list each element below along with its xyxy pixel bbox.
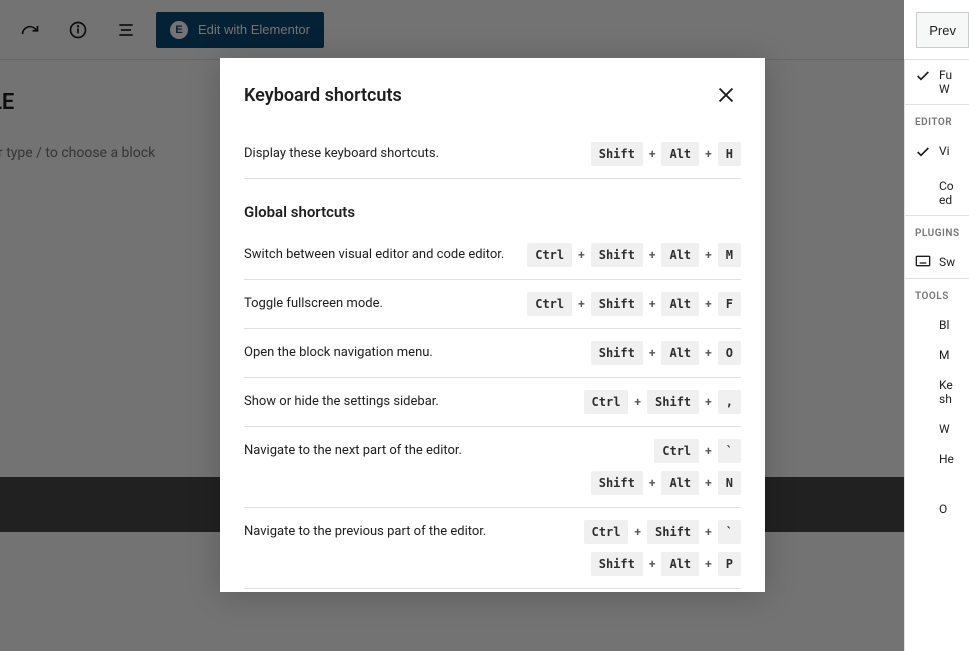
key-shift: Shift — [591, 243, 643, 267]
shortcut-row: Display these keyboard shortcuts. Shift + A… — [244, 130, 741, 179]
shortcut-keys-column: Ctrl + Shift + Alt + F — [527, 292, 741, 316]
modal-title: Keyboard shortcuts — [244, 85, 402, 106]
plus-separator: + — [649, 297, 656, 311]
plus-separator: + — [649, 248, 656, 262]
shortcut-description: Open the block navigation menu. — [244, 341, 571, 360]
plus-separator: + — [705, 297, 712, 311]
close-icon — [715, 84, 737, 106]
key-ctrl: Ctrl — [654, 439, 699, 463]
key-alt: Alt — [661, 552, 699, 576]
shortcut-row: Open the block navigation menu. Shift + Alt… — [244, 329, 741, 378]
key-p: P — [718, 552, 741, 576]
key-alt: Alt — [661, 243, 699, 267]
shortcut-combo: Ctrl + Shift + ` — [584, 520, 741, 544]
plus-separator: + — [634, 395, 641, 409]
shortcut-row: Toggle fullscreen mode. Ctrl + Shift + Alt + F — [244, 280, 741, 329]
shortcut-row: Navigate to the nearest toolbar.Alt+F10 — [244, 589, 741, 592]
key-`: ` — [718, 520, 741, 544]
shortcut-row: Switch between visual editor and code ed… — [244, 231, 741, 280]
shortcut-description: Navigate to the next part of the editor. — [244, 439, 571, 458]
key-ctrl: Ctrl — [527, 292, 572, 316]
shortcut-row: Navigate to the next part of the editor.… — [244, 427, 741, 508]
shortcut-row: Navigate to the previous part of the edi… — [244, 508, 741, 589]
modal-header: Keyboard shortcuts — [220, 58, 765, 130]
key-ctrl: Ctrl — [527, 243, 572, 267]
plus-separator: + — [705, 557, 712, 571]
key-shift: Shift — [591, 471, 643, 495]
plus-separator: + — [705, 346, 712, 360]
key-shift: Shift — [591, 142, 643, 166]
plus-separator: + — [705, 395, 712, 409]
plus-separator: + — [705, 147, 712, 161]
plus-separator: + — [649, 476, 656, 490]
shortcut-description: Switch between visual editor and code ed… — [244, 243, 507, 262]
key-shift: Shift — [591, 292, 643, 316]
plus-separator: + — [649, 147, 656, 161]
plus-separator: + — [649, 346, 656, 360]
shortcut-combo: Shift + Alt + P — [591, 552, 741, 576]
shortcut-row: Show or hide the settings sidebar. Ctrl + S… — [244, 378, 741, 427]
shortcut-combo: Ctrl + Shift +, — [584, 390, 741, 414]
plus-separator: + — [578, 297, 585, 311]
key-shift: Shift — [647, 520, 699, 544]
key-alt: Alt — [661, 471, 699, 495]
key-ctrl: Ctrl — [584, 390, 629, 414]
global-shortcuts-heading: Global shortcuts — [244, 179, 741, 231]
shortcut-description: Show or hide the settings sidebar. — [244, 390, 564, 409]
shortcut-description: Toggle fullscreen mode. — [244, 292, 507, 311]
shortcut-combo: Shift + Alt + O — [591, 341, 741, 365]
key-alt: Alt — [661, 341, 699, 365]
shortcut-description: Display these keyboard shortcuts. — [244, 142, 571, 161]
shortcut-combo: Ctrl + Shift + Alt + F — [527, 292, 741, 316]
plus-separator: + — [634, 525, 641, 539]
shortcut-description: Navigate to the previous part of the edi… — [244, 520, 564, 539]
shortcut-combo: Shift + Alt + N — [591, 471, 741, 495]
plus-separator: + — [705, 444, 712, 458]
modal-body: Display these keyboard shortcuts. Shift + A… — [220, 130, 765, 592]
shortcut-keys-column: Shift + Alt + H — [591, 142, 741, 166]
key-shift: Shift — [647, 390, 699, 414]
key-`: ` — [718, 439, 741, 463]
shortcut-combo: Shift + Alt + H — [591, 142, 741, 166]
plus-separator: + — [649, 557, 656, 571]
shortcut-keys-column: Ctrl + Shift +, — [584, 390, 741, 414]
plus-separator: + — [705, 248, 712, 262]
key-n: N — [718, 471, 741, 495]
key-shift: Shift — [591, 341, 643, 365]
key-alt: Alt — [661, 142, 699, 166]
key-alt: Alt — [661, 292, 699, 316]
key-f: F — [718, 292, 741, 316]
shortcut-keys-column: Ctrl + Shift + Alt + M — [527, 243, 741, 267]
key-,: , — [718, 390, 741, 414]
shortcut-keys-column: Shift + Alt + O — [591, 341, 741, 365]
keyboard-shortcuts-modal: Keyboard shortcuts Display these keyboar… — [220, 58, 765, 592]
modal-close-button[interactable] — [711, 80, 741, 110]
key-h: H — [718, 142, 741, 166]
shortcut-combo: Ctrl + Shift + Alt + M — [527, 243, 741, 267]
shortcut-keys-column: Ctrl + Shift + ` Shift + Alt + P — [584, 520, 741, 576]
key-o: O — [718, 341, 741, 365]
key-shift: Shift — [591, 552, 643, 576]
shortcut-combo: Ctrl + ` — [654, 439, 741, 463]
shortcut-keys-column: Ctrl + ` Shift + Alt + N — [591, 439, 741, 495]
plus-separator: + — [705, 476, 712, 490]
plus-separator: + — [705, 525, 712, 539]
plus-separator: + — [578, 248, 585, 262]
key-m: M — [718, 243, 741, 267]
key-ctrl: Ctrl — [584, 520, 629, 544]
